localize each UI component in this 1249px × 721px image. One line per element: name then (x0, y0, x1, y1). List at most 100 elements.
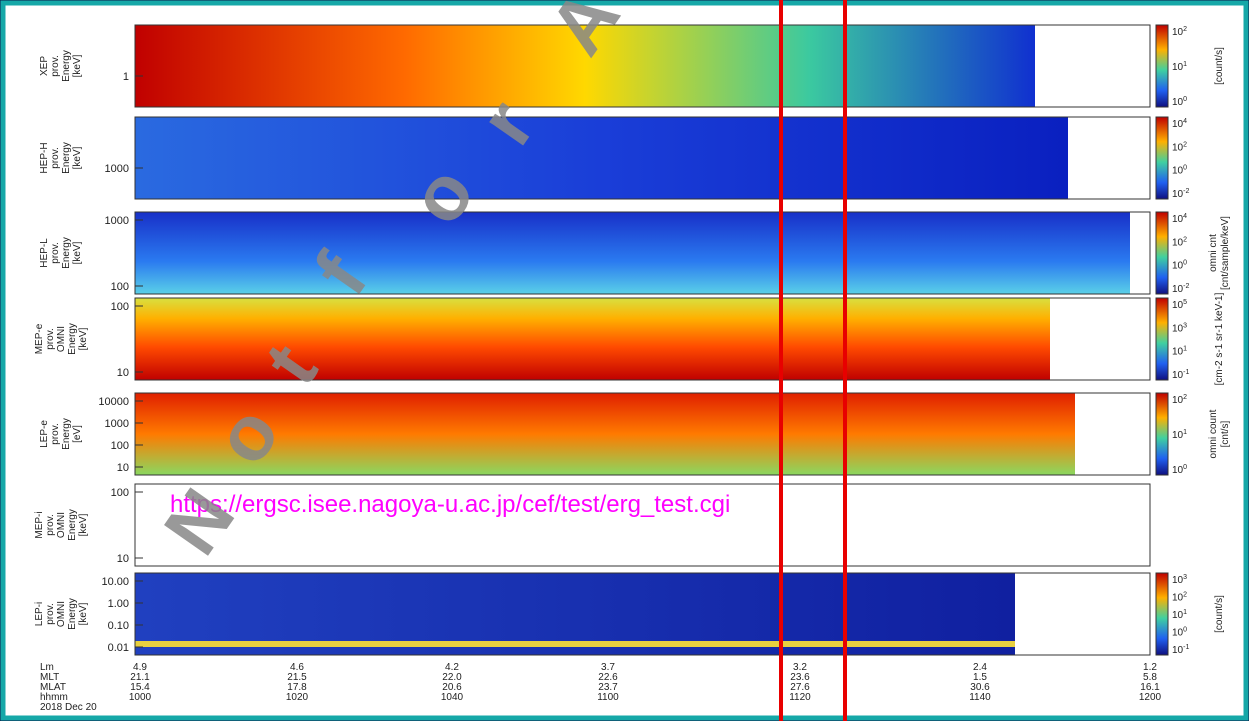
tick-base: 10 (1172, 142, 1184, 153)
colorbar-unit: omni cnt (1208, 234, 1219, 272)
tick-exp: 2 (1183, 394, 1187, 401)
tick-exp: -1 (1183, 369, 1189, 376)
panel-label: [keV] (78, 513, 89, 536)
tick-exp: -1 (1183, 644, 1189, 651)
tick-base: 10 (1172, 62, 1184, 73)
panel-label: Energy (67, 509, 78, 541)
tick-exp: 0 (1183, 260, 1187, 267)
url: https://ergsc.isee.nagoya-u.ac.jp/cef/te… (170, 491, 730, 518)
tick-exp: 1 (1183, 346, 1187, 353)
tick-exp: 5 (1183, 299, 1187, 306)
tick-exp: 0 (1183, 165, 1187, 172)
panel-label: Energy (61, 142, 72, 174)
spectrogram (135, 641, 1015, 647)
panel-label: LEP-i (34, 602, 45, 626)
panel-label: prov. (50, 147, 61, 169)
panel-label: [eV] (72, 425, 83, 443)
x-tick-label: 1120 (789, 692, 811, 703)
panel-label: prov. (45, 514, 56, 536)
tick-base: 10 (1172, 119, 1184, 130)
y-tick-label: 10000 (98, 396, 129, 408)
x-tick-label: 1100 (597, 692, 619, 703)
tick-base: 10 (1172, 97, 1184, 108)
colorbar (1156, 117, 1168, 199)
tick-exp: 2 (1183, 26, 1187, 33)
tick-base: 10 (1172, 575, 1184, 586)
tick-base: 10 (1172, 395, 1184, 406)
tick-base: 10 (1172, 214, 1184, 225)
tick-base: 10 (1172, 27, 1184, 38)
tick-base: 10 (1172, 284, 1184, 295)
panel-label: XEP (39, 56, 50, 76)
tick-base: 10 (1172, 610, 1184, 621)
screenshot: XEPprov.Energy[keV]1102101100[count/s]HE… (0, 0, 1249, 721)
panel-label: prov. (45, 328, 56, 350)
y-tick-label: 1 (123, 71, 129, 83)
y-tick-label: 1000 (105, 215, 129, 227)
tick-base: 10 (1172, 430, 1184, 441)
panel-label: Energy (61, 237, 72, 269)
y-tick-label: 1000 (105, 418, 129, 430)
tick-base: 10 (1172, 237, 1184, 248)
tick-exp: 0 (1183, 464, 1187, 471)
x-tick-label: 1000 (129, 692, 152, 703)
y-tick-label: 1.00 (108, 598, 129, 610)
tick-exp: 0 (1183, 96, 1187, 103)
panel-label: Energy (67, 598, 78, 630)
panel-label: [keV] (72, 241, 83, 264)
colorbar-unit: omni count (1208, 409, 1219, 458)
y-tick-label: 1000 (105, 163, 129, 175)
tick-exp: 1 (1183, 609, 1187, 616)
panel-label: Energy (61, 50, 72, 82)
tick-base: 10 (1172, 189, 1184, 200)
y-tick-label: 10 (117, 367, 129, 379)
colorbar-unit: [cnt/sample/keV] (1220, 216, 1231, 290)
x-tick-label: 1140 (969, 692, 991, 703)
tick-exp: 0 (1183, 627, 1187, 634)
tick-exp: -2 (1183, 188, 1189, 195)
x-tick-label: 1020 (286, 692, 309, 703)
colorbar (1156, 393, 1168, 475)
page: {"panels":[ {"label":["XEP","prov.","Ene… (0, 0, 1249, 721)
tick-base: 10 (1172, 323, 1184, 334)
tick-exp: 2 (1183, 592, 1187, 599)
tick-base: 10 (1172, 593, 1184, 604)
panel-label: [keV] (78, 327, 89, 350)
y-tick-label: 0.01 (108, 642, 129, 654)
colorbar (1156, 25, 1168, 107)
tick-exp: 1 (1183, 61, 1187, 68)
panel-label: [keV] (78, 602, 89, 625)
panel-label: OMNI (56, 326, 67, 352)
y-tick-label: 0.10 (108, 620, 129, 632)
y-tick-label: 100 (111, 301, 129, 313)
tick-base: 10 (1172, 261, 1184, 272)
tick-base: 10 (1172, 166, 1184, 177)
tick-base: 10 (1172, 465, 1184, 476)
spectrogram (135, 212, 1130, 294)
tick-exp: 1 (1183, 429, 1187, 436)
tick-exp: 3 (1183, 574, 1187, 581)
panel-label: [keV] (72, 54, 83, 77)
panel-label: [keV] (72, 146, 83, 169)
colorbar (1156, 212, 1168, 294)
colorbar-unit: [cnt/s] (1220, 420, 1231, 447)
colorbar-unit: [count/s] (1214, 595, 1225, 633)
panel-label: HEP-L (39, 238, 50, 268)
panel-label: OMNI (56, 601, 67, 627)
tick-exp: 3 (1183, 322, 1187, 329)
tick-exp: 2 (1183, 141, 1187, 148)
date-label: 2018 Dec 20 (40, 702, 97, 713)
tick-exp: -2 (1183, 283, 1189, 290)
colorbar (1156, 573, 1168, 655)
tick-base: 10 (1172, 628, 1184, 639)
tick-base: 10 (1172, 370, 1184, 381)
panel-label: prov. (50, 55, 61, 77)
colorbar-unit: [count/s] (1214, 47, 1225, 85)
x-tick-label: 1040 (441, 692, 464, 703)
tick-base: 10 (1172, 300, 1184, 311)
spectrogram (135, 117, 1068, 199)
colorbar (1156, 298, 1168, 380)
panel-label: MEP-e (34, 323, 45, 354)
panel-label: OMNI (56, 512, 67, 538)
tick-exp: 2 (1183, 236, 1187, 243)
